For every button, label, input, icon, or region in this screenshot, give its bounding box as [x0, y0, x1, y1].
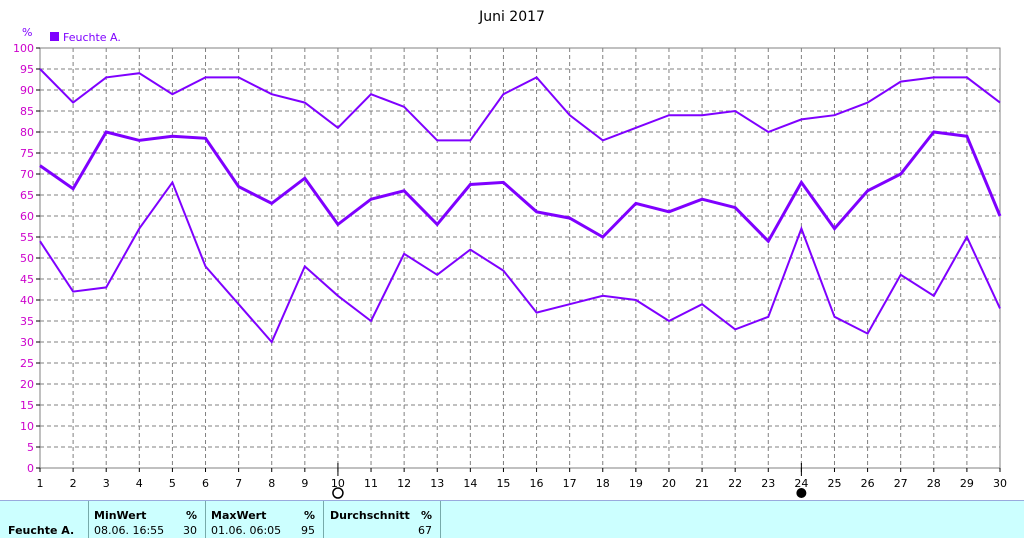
- y-tick-label: 35: [20, 315, 34, 328]
- stats-avg-cell: Durchschnitt % 67: [324, 501, 441, 538]
- x-tick-label: 24: [794, 477, 808, 490]
- x-tick-label: 20: [662, 477, 676, 490]
- x-tick-label: 6: [202, 477, 209, 490]
- stats-min-datetime: 08.06. 16:55: [94, 524, 165, 537]
- series-line-avg: [39, 130, 1002, 244]
- stats-avg-value: 67: [418, 524, 432, 537]
- stats-max-datetime: 01.06. 06:05: [211, 524, 282, 537]
- stats-max-header: MaxWert: [211, 509, 267, 522]
- series-line-min: [39, 180, 1001, 344]
- legend: Feuchte A.: [50, 31, 121, 44]
- open-circle-marker: [332, 487, 344, 499]
- series-layer: [39, 68, 1002, 344]
- x-tick-label: 12: [397, 477, 411, 490]
- stats-min-value: 30: [183, 524, 197, 537]
- x-tick-label: 5: [169, 477, 176, 490]
- statistics-bar: Feuchte A. MinWert % 08.06. 16:55 30 Max…: [0, 500, 1024, 538]
- y-tick-label: 70: [20, 168, 34, 181]
- stats-max-cell: MaxWert % 01.06. 06:05 95: [206, 501, 324, 538]
- x-tick-label: 19: [629, 477, 643, 490]
- y-tick-label: 30: [20, 336, 34, 349]
- y-axis-unit: %: [22, 26, 32, 39]
- stats-sensor-cell: Feuchte A.: [0, 501, 89, 538]
- x-tick-label: 2: [70, 477, 77, 490]
- grid-lines: [36, 47, 1001, 472]
- y-tick-label: 0: [27, 462, 34, 475]
- y-tick-label: 40: [20, 294, 34, 307]
- x-tick-label: 23: [761, 477, 775, 490]
- x-tick-label: 30: [993, 477, 1007, 490]
- chart-title: Juni 2017: [478, 9, 545, 25]
- x-tick-label: 3: [103, 477, 110, 490]
- y-tick-label: 65: [20, 189, 34, 202]
- y-tick-label: 80: [20, 126, 34, 139]
- x-tick-label: 17: [563, 477, 577, 490]
- legend-swatch: [50, 32, 59, 41]
- marker-layer: [332, 463, 807, 499]
- y-tick-label: 75: [20, 147, 34, 160]
- humidity-chart: Juni 2017 % Feuchte A. 05101520253035404…: [13, 9, 1008, 499]
- stats-avg-unit: %: [420, 509, 432, 522]
- x-tick-label: 4: [136, 477, 143, 490]
- y-tick-label: 60: [20, 210, 34, 223]
- x-tick-label: 16: [530, 477, 544, 490]
- x-tick-label: 25: [827, 477, 841, 490]
- x-tick-label: 11: [364, 477, 378, 490]
- y-tick-label: 85: [20, 105, 34, 118]
- stats-min-unit: %: [185, 509, 197, 522]
- x-tick-label: 28: [927, 477, 941, 490]
- x-tick-label: 10: [331, 477, 345, 490]
- x-tick-label: 22: [728, 477, 742, 490]
- y-tick-label: 90: [20, 84, 34, 97]
- stats-max-value: 95: [301, 524, 315, 537]
- series-line-max: [39, 68, 1001, 142]
- y-tick-label: 95: [20, 63, 34, 76]
- x-tick-label: 18: [596, 477, 610, 490]
- filled-circle-marker: [796, 488, 807, 498]
- x-tick-label: 13: [430, 477, 444, 490]
- x-tick-labels: 1 2 3 4 5 6 7 8 9 10 11 12 13 14 15 16 17 18 19 20 21 22 23 24 2…: [37, 477, 1008, 490]
- legend-label: Feuchte A.: [63, 31, 121, 44]
- y-tick-label: 25: [20, 357, 34, 370]
- y-tick-label: 45: [20, 273, 34, 286]
- stats-sensor-name: Feuchte A.: [8, 524, 75, 537]
- y-tick-label: 15: [20, 399, 34, 412]
- stats-min-header: MinWert: [94, 509, 147, 522]
- x-tick-label: 9: [301, 477, 308, 490]
- x-tick-label: 14: [463, 477, 477, 490]
- x-tick-label: 29: [960, 477, 974, 490]
- x-tick-label: 21: [695, 477, 709, 490]
- y-tick-label: 55: [20, 231, 34, 244]
- x-tick-label: 27: [894, 477, 908, 490]
- x-tick-label: 1: [37, 477, 44, 490]
- x-tick-label: 7: [235, 477, 242, 490]
- x-tick-label: 26: [861, 477, 875, 490]
- x-tick-label: 8: [268, 477, 275, 490]
- y-tick-label: 100: [13, 42, 34, 55]
- x-tick-label: 15: [496, 477, 510, 490]
- y-tick-label: 20: [20, 378, 34, 391]
- stats-avg-header: Durchschnitt: [330, 509, 410, 522]
- y-tick-label: 5: [27, 441, 34, 454]
- stats-min-cell: MinWert % 08.06. 16:55 30: [89, 501, 206, 538]
- y-tick-labels: 0 5 10 15 20 25 30 35 40 45 50 55 60 65 70 75 80 85 90 95 10…: [13, 42, 34, 475]
- stats-max-unit: %: [303, 509, 315, 522]
- y-tick-label: 10: [20, 420, 34, 433]
- y-tick-label: 50: [20, 252, 34, 265]
